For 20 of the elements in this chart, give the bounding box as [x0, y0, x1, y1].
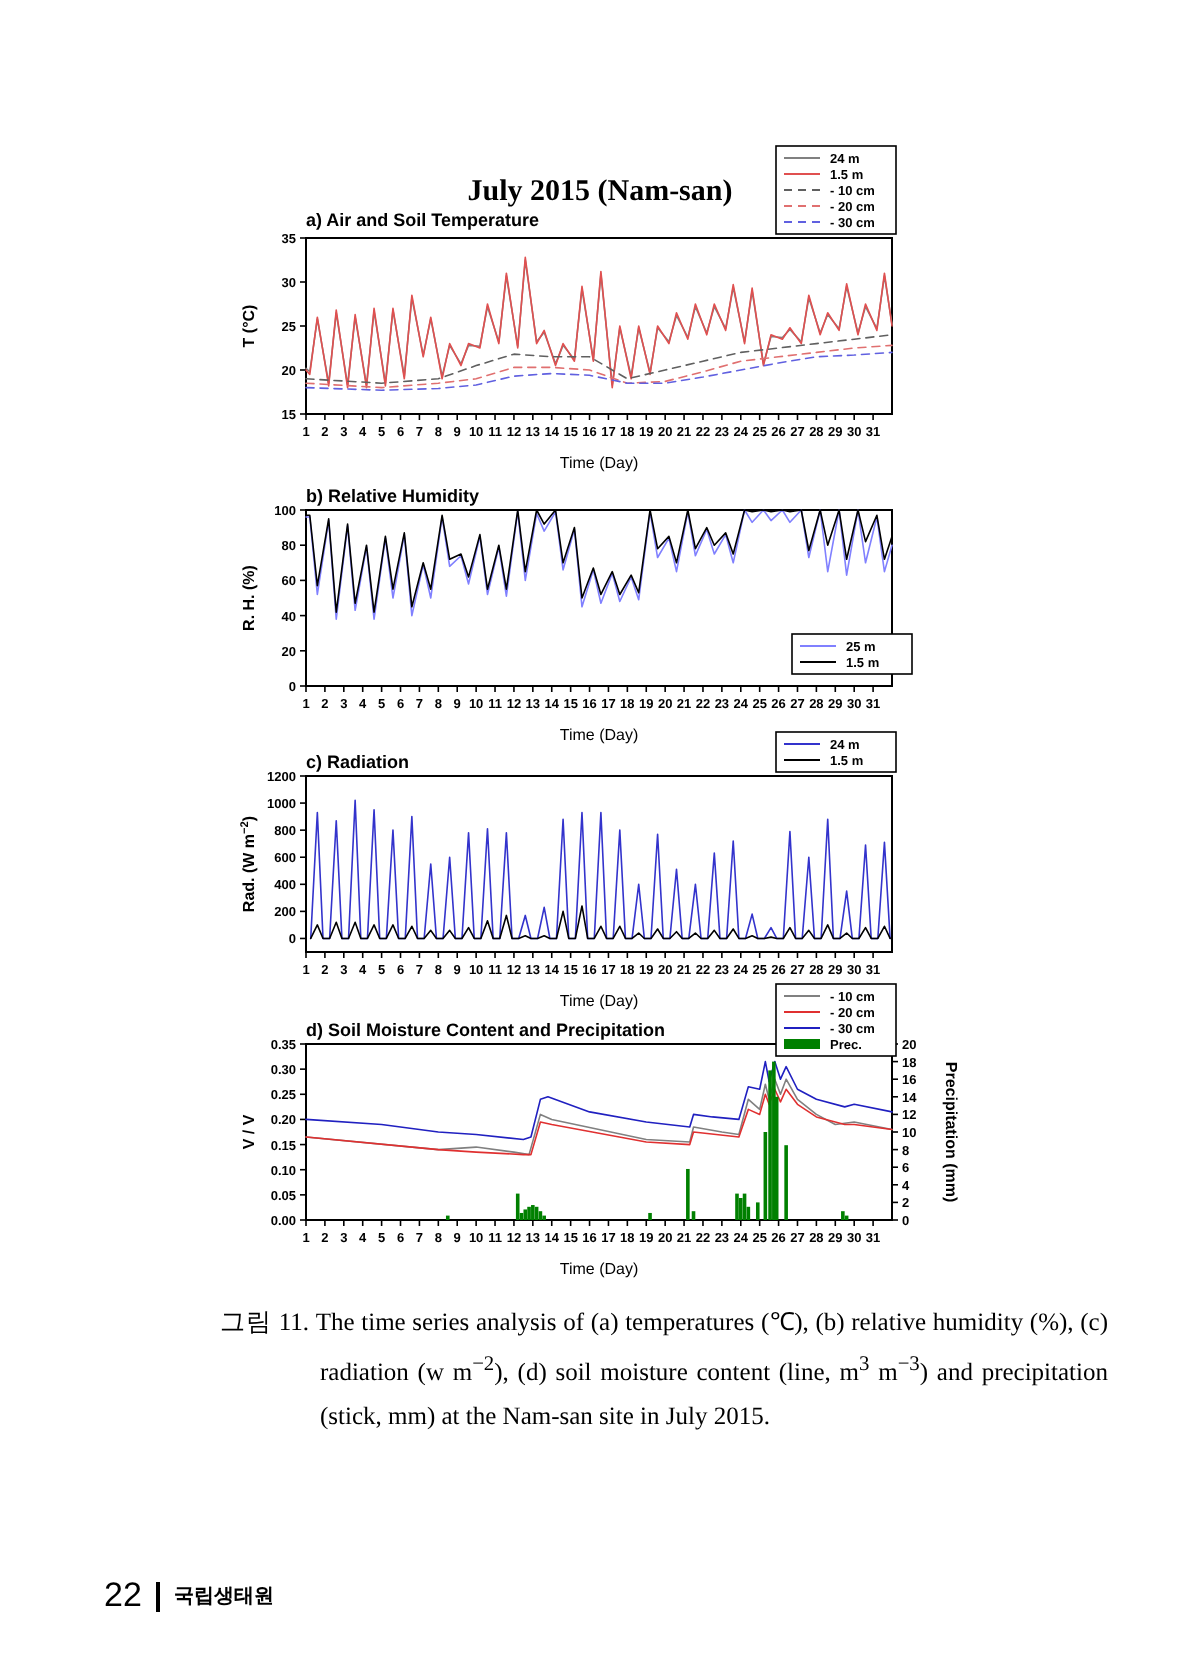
x-axis-title: Time (Day)	[559, 992, 639, 1010]
text: 22	[104, 1576, 142, 1614]
y-axis-title: R. H. (%)	[240, 564, 258, 631]
x-axis-title: Time (Day)	[559, 1260, 639, 1278]
y-axis-title: V / V	[240, 1113, 258, 1150]
chart-subtitle: a) Air and Soil Temperature	[306, 210, 540, 230]
y2-axis-title: Precipitation (mm)	[942, 1061, 960, 1203]
chart-title: July 2015 (Nam-san)	[467, 176, 733, 208]
line-series	[305, 351, 893, 392]
chart-title: b) Relative Humidity	[306, 486, 480, 506]
y-axis-title: T (°C)	[240, 303, 258, 348]
chart-title: d) Soil Moisture Content and Precipitation	[306, 1020, 666, 1040]
chart-title: c) Radiation	[306, 752, 410, 772]
text: 그림 11. The time series analysis of (a) temperatures (℃), (b) relative humidity (%), (c) radiation (w m$^{−2}$), (d) soil moisture content (line, m$^{3}$ m$^{−3}$) and precipitation (stick, mm) at the Nam-san site in July 2015.	[220, 1308, 1108, 1431]
line-series	[305, 334, 893, 384]
x-axis-title: Time (Day)	[559, 454, 639, 472]
text: 국립생태원	[173, 1586, 274, 1608]
x-axis-title: Time (Day)	[559, 726, 639, 744]
line-series	[305, 1060, 893, 1141]
line-series	[305, 344, 893, 389]
